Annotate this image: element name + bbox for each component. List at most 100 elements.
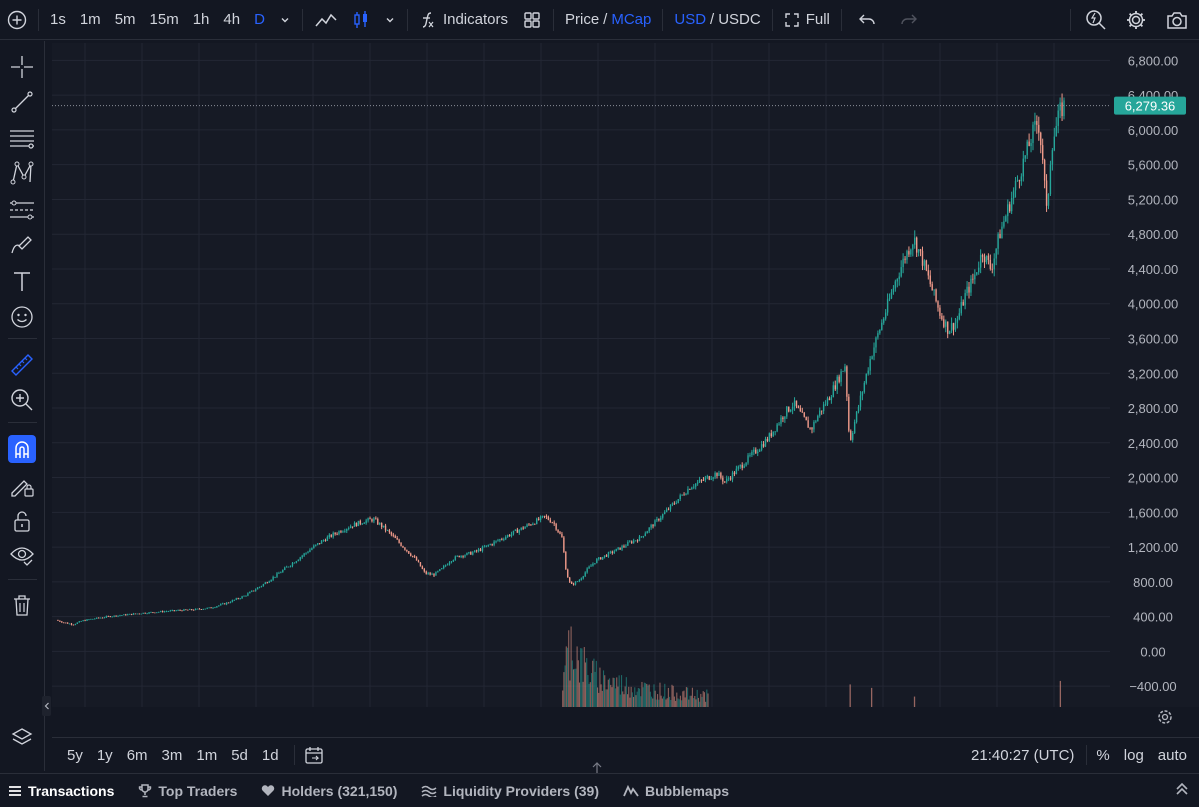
- layouts-button[interactable]: [515, 0, 549, 40]
- currency-toggle[interactable]: USD / USDC: [667, 0, 767, 40]
- candle-body: [539, 516, 542, 520]
- full-label: Full: [805, 11, 830, 28]
- percent-scale-button[interactable]: %: [1096, 746, 1110, 764]
- price-axis-label: 2,800.00: [1128, 401, 1179, 416]
- price-axis-label: 2,400.00: [1128, 436, 1179, 451]
- lock-icon: [14, 511, 30, 532]
- trend-line-tool[interactable]: [8, 88, 36, 116]
- price-axis-label: 0.00: [1140, 644, 1165, 659]
- object-tree-button[interactable]: [8, 724, 36, 752]
- range-1y[interactable]: 1y: [96, 746, 113, 764]
- candle-body: [74, 623, 77, 625]
- volume-bar: [671, 684, 673, 707]
- candle-body: [890, 292, 893, 299]
- volume-bar: [631, 692, 633, 707]
- quick-search-button[interactable]: [1075, 0, 1117, 40]
- candle-body: [603, 555, 606, 557]
- smiley-icon: [11, 306, 33, 328]
- candle-body: [607, 552, 610, 557]
- candle-body: [239, 598, 241, 600]
- fib-tool[interactable]: [8, 124, 36, 152]
- interval-15m[interactable]: 15m: [149, 11, 179, 28]
- visibility-tool[interactable]: [8, 541, 36, 569]
- candle-body: [208, 607, 210, 609]
- tab-transactions[interactable]: Transactions: [0, 783, 126, 799]
- price-chart[interactable]: 6,800.006,400.006,000.005,600.005,200.00…: [52, 43, 1199, 707]
- interval-1m[interactable]: 1m: [79, 11, 101, 28]
- tab-liquidity-providers[interactable]: Liquidity Providers (39): [409, 783, 611, 799]
- candle-body: [753, 449, 755, 452]
- candle-body: [1007, 204, 1009, 217]
- interval-d[interactable]: D: [254, 11, 265, 28]
- candle-body: [642, 536, 645, 537]
- candle-body: [212, 607, 214, 609]
- range-6m[interactable]: 6m: [126, 746, 148, 764]
- candle-body: [287, 566, 290, 568]
- indicators-button[interactable]: Indicators: [412, 0, 515, 40]
- candle-body: [892, 288, 895, 293]
- sidebar-collapse-handle[interactable]: [42, 696, 51, 716]
- auto-scale-button[interactable]: auto: [1157, 746, 1187, 764]
- log-scale-button[interactable]: log: [1123, 746, 1144, 764]
- price-axis-label: 4,800.00: [1128, 227, 1179, 242]
- range-1m[interactable]: 1m: [196, 746, 218, 764]
- axis-settings-button[interactable]: [1156, 708, 1174, 731]
- range-1d[interactable]: 1d: [261, 746, 279, 764]
- candle-body: [524, 526, 526, 529]
- eye-icon: [10, 547, 34, 566]
- remove-drawings-tool[interactable]: [8, 591, 36, 619]
- candle-body: [1063, 100, 1065, 117]
- tab-top-traders[interactable]: Top Traders: [126, 783, 249, 799]
- magnet-tool[interactable]: [8, 435, 36, 463]
- ruler-tool[interactable]: [8, 351, 36, 379]
- text-tool[interactable]: [8, 267, 36, 295]
- volume-bar: [697, 697, 699, 707]
- interval-1s[interactable]: 1s: [50, 11, 66, 28]
- candle-body: [301, 555, 303, 558]
- redo-button[interactable]: [888, 0, 930, 40]
- crosshair-tool[interactable]: [8, 53, 36, 81]
- lock-tool[interactable]: [8, 507, 36, 535]
- emoji-tool[interactable]: [8, 303, 36, 331]
- candle-body: [987, 255, 990, 260]
- candle-body: [568, 577, 571, 582]
- candle-body: [158, 611, 160, 613]
- candle-body: [462, 555, 464, 557]
- brush-tool[interactable]: [8, 231, 36, 259]
- range-5y[interactable]: 5y: [67, 746, 83, 764]
- screenshot-button[interactable]: [1155, 0, 1199, 40]
- add-symbol-button[interactable]: [0, 0, 34, 40]
- interval-dropdown[interactable]: [272, 0, 298, 40]
- candles-icon: [354, 10, 367, 28]
- price-mcap-toggle[interactable]: Price / MCap: [558, 0, 658, 40]
- zoom-tool[interactable]: [8, 386, 36, 414]
- interval-1h[interactable]: 1h: [192, 11, 210, 28]
- candle-body: [154, 612, 156, 614]
- candle-chart-button[interactable]: [345, 0, 377, 40]
- range-3m[interactable]: 3m: [161, 746, 183, 764]
- clock-utc[interactable]: 21:40:27 (UTC): [971, 746, 1075, 764]
- settings-button[interactable]: [1117, 0, 1155, 40]
- draw-lock-tool[interactable]: [8, 472, 36, 500]
- tab-holders[interactable]: Holders (321,150): [249, 783, 409, 799]
- chart-type-dropdown[interactable]: [377, 0, 403, 40]
- tab-bubblemaps[interactable]: Bubblemaps: [611, 783, 741, 799]
- interval-5m[interactable]: 5m: [114, 11, 136, 28]
- candle-body: [163, 611, 166, 613]
- volume-bar: [663, 696, 665, 707]
- candle-body: [423, 568, 426, 572]
- volume-bar: [665, 699, 667, 707]
- interval-4h[interactable]: 4h: [223, 11, 241, 28]
- pattern-tool[interactable]: [8, 159, 36, 187]
- expand-panel-button[interactable]: [1165, 782, 1199, 799]
- line-chart-button[interactable]: [307, 0, 345, 40]
- candle-body: [1009, 204, 1011, 212]
- go-to-date-button[interactable]: [303, 745, 325, 765]
- chart-area[interactable]: 6,800.00 6,400.00 6,000.00 5,600.00 5,200.00…: [52, 43, 1199, 724]
- fullscreen-button[interactable]: Full: [777, 0, 837, 40]
- volume-bar: [652, 698, 654, 707]
- undo-button[interactable]: [846, 0, 888, 40]
- forecast-tool[interactable]: [8, 196, 36, 224]
- range-5d[interactable]: 5d: [231, 746, 248, 764]
- volume-bar: [699, 701, 701, 707]
